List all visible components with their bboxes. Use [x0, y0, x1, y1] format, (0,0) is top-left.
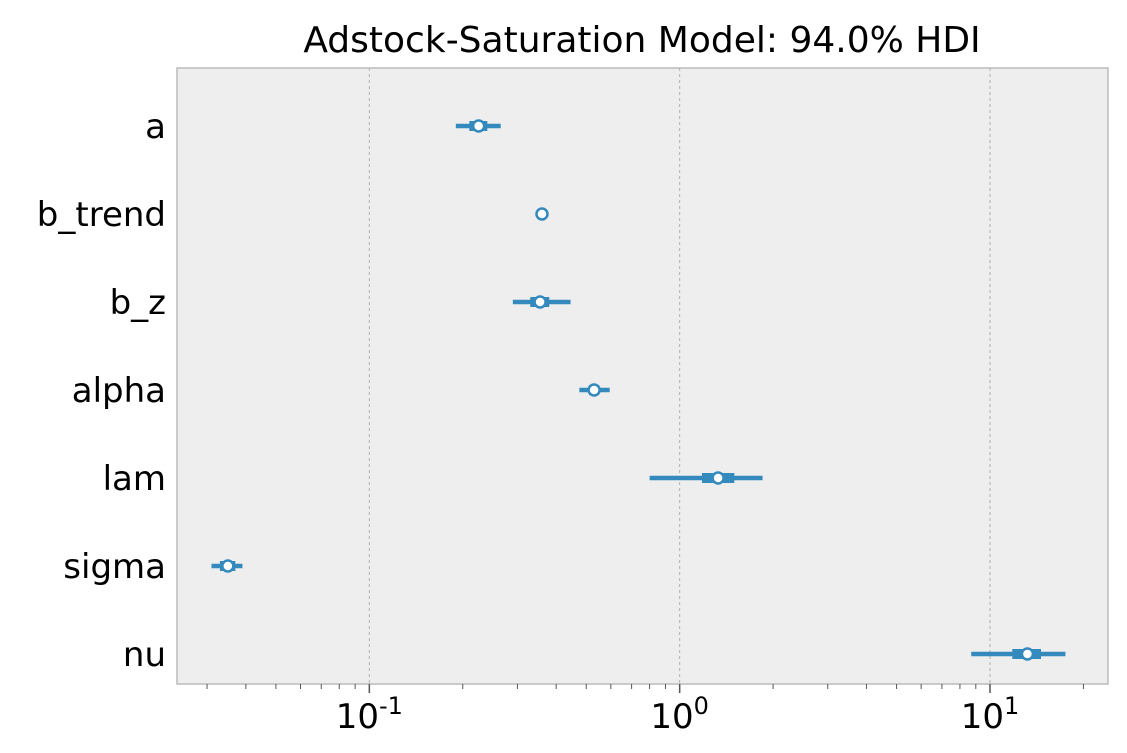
parameter-label: sigma	[63, 547, 166, 587]
parameter-label: lam	[103, 459, 166, 499]
chart-title: Adstock-Saturation Model: 94.0% HDI	[303, 20, 980, 61]
point-estimate	[1020, 647, 1035, 661]
plot-area	[176, 67, 1109, 685]
parameter-label: b_z	[110, 283, 166, 323]
x-tick-label: 101	[961, 692, 1020, 737]
gridlines	[368, 68, 991, 684]
point-estimate	[535, 207, 549, 221]
point-estimate	[221, 559, 235, 573]
x-tick-label: 100	[650, 692, 709, 737]
x-axis: 10-1 100 101	[206, 684, 1084, 737]
point-estimate	[711, 471, 725, 485]
parameter-label: alpha	[72, 371, 166, 411]
point-estimate	[471, 119, 486, 133]
parameter-label: nu	[123, 635, 166, 675]
point-estimate	[587, 383, 601, 397]
point-estimate	[533, 295, 547, 309]
hdi-marks	[211, 119, 1066, 661]
parameter-label: b_trend	[37, 195, 166, 235]
x-tick-label: 10-1	[336, 692, 403, 737]
parameter-label: a	[145, 107, 166, 147]
